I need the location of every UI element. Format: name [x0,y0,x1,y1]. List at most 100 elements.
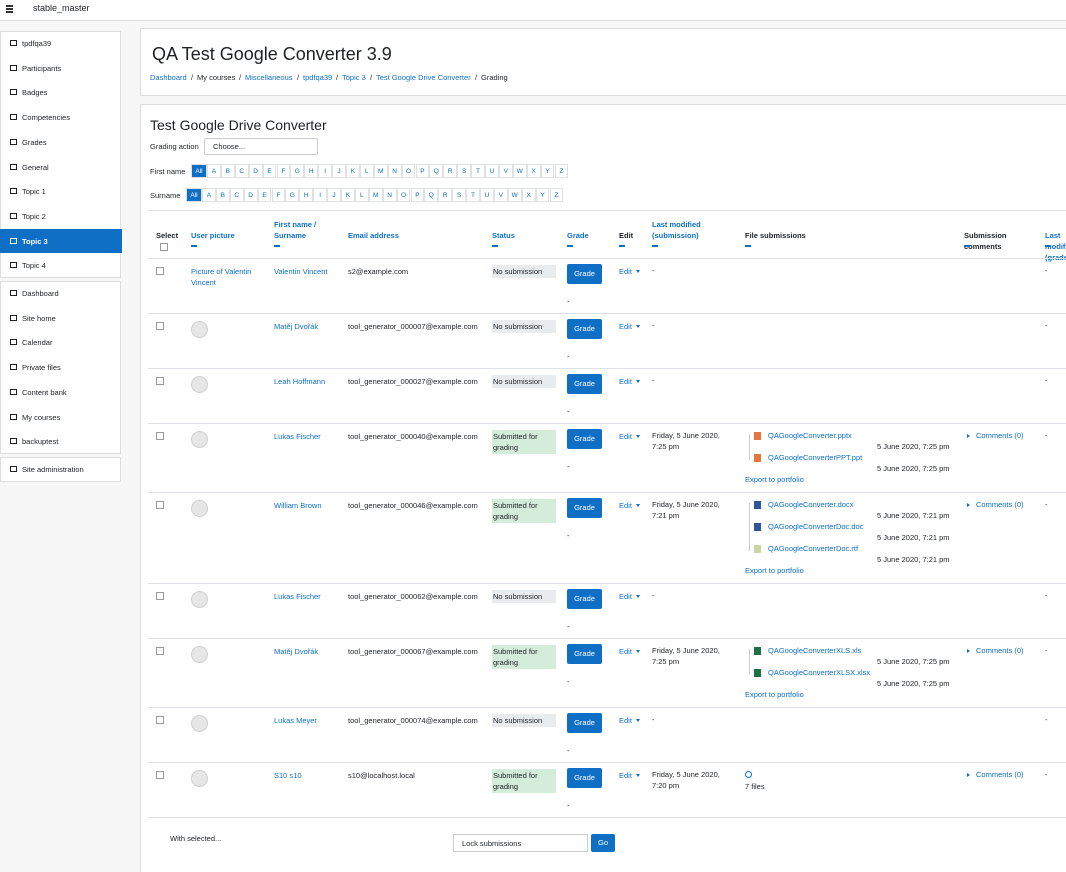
user-name[interactable]: S10 s10 [274,771,302,780]
collapse-icon[interactable] [191,245,197,247]
edit-menu[interactable]: Edit [619,377,632,386]
nav-item[interactable]: Topic 4 [22,261,46,271]
letter-filter[interactable]: All [191,164,207,178]
checkbox[interactable] [156,432,164,440]
grade-button[interactable]: Grade [567,498,602,518]
letter-filter[interactable]: P [410,188,425,202]
user-picture[interactable] [191,646,208,663]
caret[interactable] [636,719,640,722]
column-header[interactable]: Last modified (grade) [1045,231,1066,262]
letter-filter[interactable]: P [415,164,430,178]
checkbox[interactable] [156,592,164,600]
collapse-icon[interactable] [745,245,751,247]
edit-menu[interactable]: Edit [619,716,632,725]
letter-filter[interactable]: G [285,188,300,202]
nav-item[interactable]: General [22,162,49,172]
nav-item[interactable]: Calendar [22,338,53,348]
file-name[interactable]: QAGoogleConverter.pptx [768,431,852,440]
select[interactable]: Lock submissions [453,834,588,852]
go-button[interactable]: Go [591,834,615,852]
user-name[interactable]: William Brown [274,501,322,510]
nav-item[interactable]: backuptest [22,437,59,447]
letter-filter[interactable]: Q [429,164,444,178]
letter-filter[interactable]: J [327,188,341,202]
user-picture[interactable] [191,376,208,393]
nav-item[interactable]: Topic 3 [22,236,48,246]
site-name[interactable]: stable_master [33,3,90,13]
letter-filter[interactable]: N [382,188,397,202]
grade-button[interactable]: Grade [567,768,602,788]
letter-filter[interactable]: K [341,188,355,202]
user-name[interactable]: Matěj Dvořák [274,322,319,331]
search-icon[interactable] [745,771,752,778]
user-picture[interactable] [191,770,208,787]
edit-menu[interactable]: Edit [619,771,632,780]
letter-filter[interactable]: D [248,164,263,178]
caret[interactable] [636,325,640,328]
letter-filter[interactable]: G [290,164,305,178]
letter-filter[interactable]: Z [549,188,564,202]
letter-filter[interactable]: C [234,164,249,178]
breadcrumb-item[interactable]: My courses [197,73,236,82]
menu-icon[interactable] [6,8,13,10]
letter-filter[interactable]: R [443,164,458,178]
letter-filter[interactable]: V [498,164,513,178]
menu-icon[interactable] [6,5,13,7]
letter-filter[interactable]: X [521,188,536,202]
column-header[interactable]: Grade [567,231,589,240]
user-name[interactable]: Lukas Fischer [274,592,321,601]
nav-item[interactable]: Dashboard [22,289,59,298]
edit-menu[interactable]: Edit [619,267,632,276]
breadcrumb-item[interactable]: Miscellaneous [245,73,293,82]
breadcrumb-item[interactable]: Topic 3 [342,73,366,82]
file-name[interactable]: QAGoogleConverter.docx [768,500,854,509]
user-name[interactable]: Matěj Dvořák [274,647,319,656]
caret[interactable] [636,650,640,653]
grade-button[interactable]: Grade [567,374,602,394]
letter-filter[interactable]: J [332,164,346,178]
nav-item[interactable]: Grades [22,137,47,147]
checkbox[interactable] [156,647,164,655]
menu-icon[interactable] [6,11,13,13]
letter-filter[interactable]: F [271,188,286,202]
letter-filter[interactable]: M [373,164,388,178]
nav-item[interactable]: Site administration [22,464,84,474]
breadcrumb-item[interactable]: Test Google Drive Converter [376,73,471,82]
letter-filter[interactable]: E [257,188,272,202]
checkbox[interactable] [156,716,164,724]
letter-filter[interactable]: S [452,188,467,202]
edit-menu[interactable]: Edit [619,432,632,441]
nav-item[interactable]: Topic 2 [22,211,46,221]
caret[interactable] [636,435,640,438]
letter-filter[interactable]: H [299,188,314,202]
edit-menu[interactable]: Edit [619,501,632,510]
export-link[interactable]: Export to portfolio [745,690,804,699]
user-name[interactable]: Lukas Fischer [274,432,321,441]
collapse-icon[interactable] [492,245,498,247]
caret[interactable] [967,649,970,653]
caret[interactable] [636,774,640,777]
checkbox[interactable] [156,267,164,275]
breadcrumb-item[interactable]: Dashboard [150,73,187,82]
letter-filter[interactable]: I [318,164,333,178]
nav-item[interactable]: Site home [22,313,56,323]
checkbox[interactable] [156,501,164,509]
nav-item[interactable]: Participants [22,63,62,73]
user-picture[interactable] [191,431,208,448]
letter-filter[interactable]: O [396,188,411,202]
letter-filter[interactable]: I [313,188,328,202]
checkbox[interactable] [156,322,164,330]
user-picture[interactable] [191,500,208,517]
user-picture[interactable]: Picture of Valentin Vincent [191,267,252,287]
letter-filter[interactable]: Y [535,188,550,202]
column-header[interactable]: User picture [191,231,235,240]
file-name[interactable]: QAGoogleConverterDoc.rtf [768,544,859,553]
nav-item[interactable]: Competencies [22,113,70,123]
user-picture[interactable] [191,321,208,338]
comments-link[interactable]: Comments (0) [976,770,1024,779]
collapse-icon[interactable] [274,245,280,247]
file-name[interactable]: QAGoogleConverterDoc.doc [768,522,864,531]
letter-filter[interactable]: N [387,164,402,178]
letter-filter[interactable]: All [186,188,202,202]
caret[interactable] [967,773,970,777]
